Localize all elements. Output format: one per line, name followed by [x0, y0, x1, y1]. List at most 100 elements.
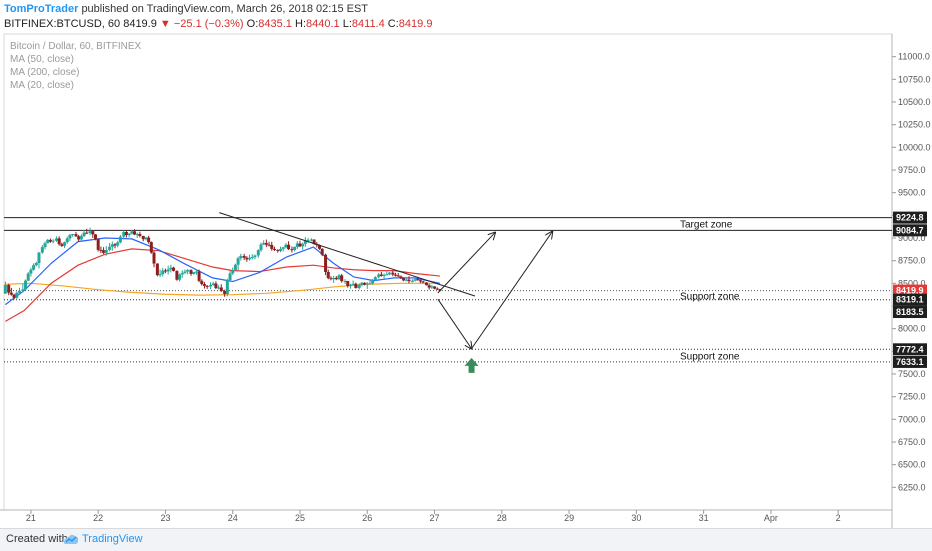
candle-body: [253, 255, 257, 258]
candle-body: [130, 231, 134, 234]
candle-body: [264, 243, 268, 245]
candle-body: [278, 248, 282, 251]
time-tick-label: 30: [631, 513, 641, 523]
price-badge-label: 8419.9: [896, 286, 924, 296]
down-arrow-icon: ▼: [159, 18, 171, 30]
price-tick-label: 10750.0: [898, 74, 931, 84]
projection-arrow: [437, 233, 495, 294]
support-up-arrow-icon: [464, 357, 479, 373]
candle-body: [298, 243, 302, 247]
candle-body: [270, 244, 274, 249]
zone-label: Support zone: [680, 292, 740, 303]
candle-body: [3, 284, 7, 294]
candle-body: [276, 250, 280, 252]
candle-body: [329, 278, 333, 280]
time-tick-label: 23: [160, 513, 170, 523]
candle-body: [205, 285, 209, 287]
candle-body: [309, 239, 313, 241]
candle-body: [368, 283, 372, 285]
author-link[interactable]: TomProTrader: [4, 3, 79, 15]
candle-body: [93, 234, 97, 240]
candle-body: [351, 283, 355, 285]
candle-body: [15, 292, 19, 298]
candle-body: [51, 240, 55, 242]
candle-body: [435, 288, 439, 290]
candle-body: [228, 273, 232, 281]
price-chart[interactable]: 11000.0 10750.0 10500.0 10250.0 10000.0 9750.…: [0, 0, 932, 528]
candle-body: [9, 292, 13, 295]
price-tick-label: 6750.0: [898, 437, 926, 447]
candle-body: [37, 252, 41, 264]
time-tick-label: 25: [295, 513, 305, 523]
candle-body: [231, 270, 235, 274]
candle-body: [54, 238, 58, 241]
price-tick-label: 7500.0: [898, 369, 926, 379]
high-label: H:: [295, 18, 306, 30]
candle-body: [410, 280, 414, 282]
candle-body: [217, 287, 221, 289]
candle-body: [326, 272, 330, 279]
price-tick-label: 8500.0: [898, 278, 926, 288]
candle-body: [46, 239, 50, 244]
legend-ma50[interactable]: MA (50, close): [10, 54, 74, 65]
legend-ma200[interactable]: MA (200, close): [10, 67, 80, 78]
candle-body: [194, 271, 198, 273]
low-value: 8411.4: [351, 18, 385, 30]
price-badge-label: 8183.5: [896, 307, 924, 317]
published-text: published on TradingView.com, March 26, …: [81, 3, 369, 15]
price-tick-label: 9500.0: [898, 188, 926, 198]
tradingview-logo-icon: [64, 534, 79, 544]
price-badge-label: 7772.4: [896, 344, 924, 354]
price-tick-label: 7000.0: [898, 414, 926, 424]
candle-body: [149, 242, 153, 253]
candle-body: [287, 244, 291, 250]
candle-body: [79, 236, 83, 240]
candle-body: [340, 275, 344, 282]
legend-ma20[interactable]: MA (20, close): [10, 80, 74, 91]
candle-body: [233, 264, 237, 271]
price-tick-label: 9750.0: [898, 165, 926, 175]
time-tick-label: 24: [228, 513, 238, 523]
candle-body: [110, 244, 114, 247]
candle-body: [267, 244, 271, 246]
price-badge: [893, 293, 927, 306]
candle-body: [91, 231, 95, 235]
candle-body: [26, 273, 30, 281]
time-tick-label: 31: [699, 513, 709, 523]
candle-body: [248, 257, 252, 260]
candle-body: [348, 284, 352, 287]
candle-body: [343, 280, 347, 282]
candle-body: [175, 270, 179, 280]
candle-body: [209, 285, 213, 287]
candle-body: [161, 270, 165, 275]
price-tick-label: 10250.0: [898, 120, 931, 130]
price-tick-label: 7250.0: [898, 392, 926, 402]
ma50-line: [5, 248, 440, 322]
candle-body: [433, 286, 437, 289]
footer-bar: Created with TradingView: [0, 528, 932, 551]
candle-body: [424, 282, 428, 286]
price-tick-label: 10500.0: [898, 97, 931, 107]
candle-body: [152, 252, 156, 264]
tradingview-brand[interactable]: TradingView: [82, 533, 143, 545]
trend-line: [219, 212, 476, 297]
time-tick-label: 26: [362, 513, 372, 523]
candle-body: [12, 294, 16, 298]
candle-body: [77, 236, 81, 240]
zone-label: Target zone: [680, 219, 733, 230]
candle-body: [354, 283, 358, 288]
candle-body: [104, 249, 108, 253]
candle-body: [43, 243, 47, 248]
low-label: L:: [342, 18, 352, 30]
candle-body: [223, 290, 227, 295]
candle-body: [413, 279, 417, 281]
zone-label: Support zone: [680, 351, 740, 362]
candle-body: [122, 232, 126, 237]
candle-body: [418, 280, 422, 282]
candle-body: [202, 284, 206, 286]
chart-legend: Bitcoin / Dollar, 60, BITFINEX MA (50, c…: [10, 40, 141, 92]
projection-arrow: [471, 232, 553, 349]
candle-body: [324, 254, 328, 272]
candle-body: [21, 289, 25, 291]
candle-body: [211, 283, 215, 286]
